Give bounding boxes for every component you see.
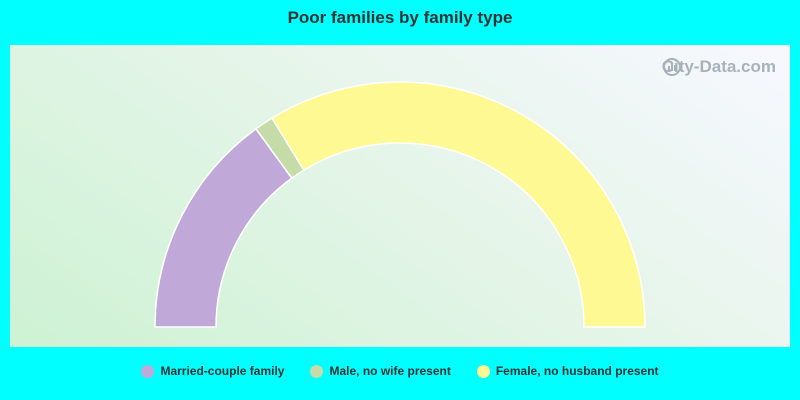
- city-data-logo-icon: [662, 58, 681, 76]
- watermark-text: City-Data.com: [661, 57, 776, 76]
- legend-item-2: Male, no wife present: [310, 364, 451, 378]
- legend: Married-couple family Male, no wife prese…: [0, 364, 800, 378]
- donut-chart: [154, 81, 646, 328]
- legend-swatch: [476, 364, 490, 378]
- plot-area: City-Data.com: [10, 45, 790, 347]
- legend-item-3: Female, no husband present: [476, 364, 659, 378]
- donut-slice-1: [154, 127, 293, 328]
- legend-swatch: [310, 364, 324, 378]
- watermark: City-Data.com: [662, 57, 776, 77]
- legend-label: Married-couple family: [160, 364, 285, 378]
- donut-slice-3: [270, 81, 646, 328]
- legend-label: Male, no wife present: [329, 364, 451, 378]
- chart-title: Poor families by family type: [287, 8, 513, 27]
- legend-label: Female, no husband present: [495, 364, 659, 378]
- legend-item-1: Married-couple family: [141, 364, 284, 378]
- legend-swatch: [141, 364, 155, 378]
